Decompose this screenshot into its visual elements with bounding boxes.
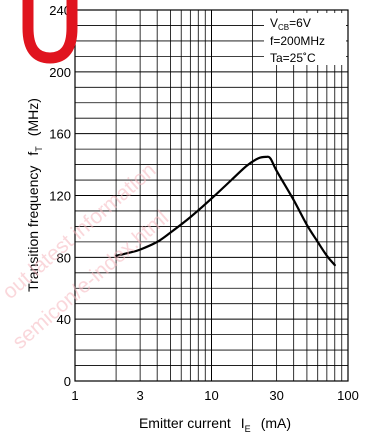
- condition-frequency: f=200MHz: [270, 34, 325, 48]
- condition-temperature: Ta=25˚C: [270, 51, 316, 65]
- condition-vcb: VCB=6V: [270, 16, 311, 32]
- x-tick-label: 1: [71, 388, 78, 403]
- y-tick-label: 160: [49, 127, 71, 142]
- logo-icon: [22, 0, 78, 64]
- y-tick-label: 240: [49, 3, 71, 18]
- x-tick-label: 100: [337, 388, 359, 403]
- x-axis-title: Emitter current IE (mA): [139, 415, 291, 434]
- y-tick-label: 200: [49, 65, 71, 80]
- y-tick-label: 0: [64, 374, 71, 389]
- y-tick-label: 80: [57, 250, 71, 265]
- x-tick-label: 3: [137, 388, 144, 403]
- series-line: [115, 155, 336, 267]
- y-tick-label: 120: [49, 189, 71, 204]
- tick-labels: 1 3 10 30 100 0 40 80 120 160 200 240: [49, 3, 359, 403]
- y-axis-title: Transition frequencyfT(MHz): [25, 98, 44, 292]
- plot-frame: [74, 9, 349, 382]
- conditions-box: VCB=6V f=200MHz Ta=25˚C: [264, 13, 346, 65]
- x-tick-label: 30: [269, 388, 283, 403]
- x-tick-label: 10: [204, 388, 218, 403]
- y-tick-label: 40: [57, 312, 71, 327]
